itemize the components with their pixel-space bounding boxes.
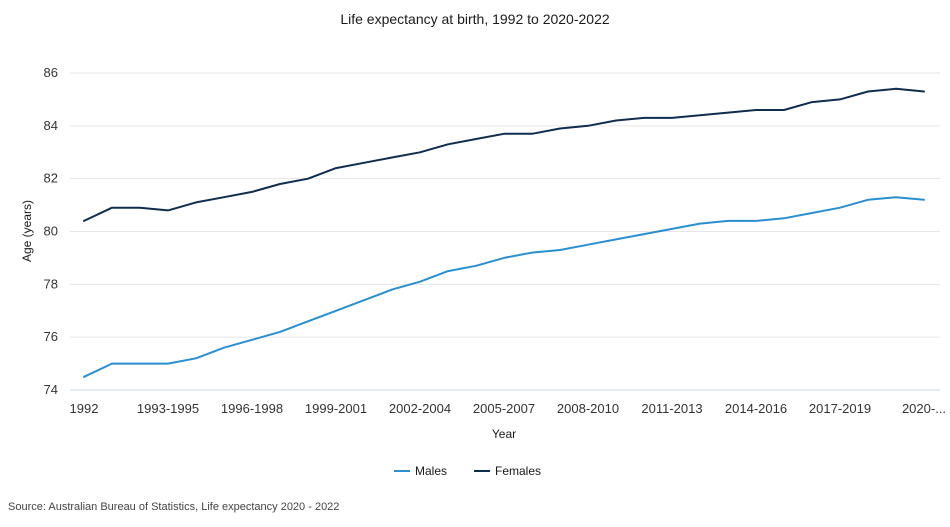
data-point-females[interactable] [614, 118, 619, 123]
data-point-males[interactable] [530, 250, 535, 255]
data-point-males[interactable] [362, 298, 367, 303]
legend-label-males: Males [415, 464, 447, 478]
y-tick-label: 74 [44, 382, 58, 397]
y-tick-label: 84 [44, 118, 58, 133]
data-point-females[interactable] [782, 107, 787, 112]
legend-item-males[interactable]: Males [394, 464, 447, 478]
data-point-females[interactable] [474, 137, 479, 142]
y-tick-label: 78 [44, 276, 58, 291]
data-point-males[interactable] [866, 197, 871, 202]
x-tick-label: 2014-2016 [725, 401, 787, 416]
data-point-males[interactable] [250, 337, 255, 342]
data-point-males[interactable] [558, 247, 563, 252]
data-point-females[interactable] [866, 89, 871, 94]
data-point-females[interactable] [418, 150, 423, 155]
data-point-males[interactable] [138, 361, 143, 366]
data-point-females[interactable] [586, 123, 591, 128]
y-tick-label: 86 [44, 65, 58, 80]
data-point-females[interactable] [362, 160, 367, 165]
data-point-females[interactable] [222, 195, 227, 200]
data-point-males[interactable] [110, 361, 115, 366]
x-tick-label: 2017-2019 [809, 401, 871, 416]
data-point-males[interactable] [418, 279, 423, 284]
data-point-males[interactable] [446, 269, 451, 274]
data-point-females[interactable] [502, 131, 507, 136]
data-point-males[interactable] [222, 345, 227, 350]
data-point-females[interactable] [754, 107, 759, 112]
grid-lines [70, 72, 940, 338]
data-point-males[interactable] [754, 218, 759, 223]
x-tick-label: 1993-1995 [137, 401, 199, 416]
data-point-males[interactable] [586, 242, 591, 247]
y-tick-label: 82 [44, 171, 58, 186]
data-point-females[interactable] [390, 155, 395, 160]
y-tick-label: 80 [44, 224, 58, 239]
data-point-males[interactable] [642, 232, 647, 237]
series-lines [82, 86, 927, 379]
data-point-females[interactable] [838, 97, 843, 102]
data-point-females[interactable] [166, 208, 171, 213]
data-point-males[interactable] [670, 226, 675, 231]
data-point-females[interactable] [922, 89, 927, 94]
data-point-males[interactable] [782, 216, 787, 221]
legend-label-females: Females [495, 464, 541, 478]
data-point-males[interactable] [922, 197, 927, 202]
data-point-males[interactable] [306, 319, 311, 324]
data-point-males[interactable] [166, 361, 171, 366]
data-point-females[interactable] [82, 218, 87, 223]
data-point-males[interactable] [810, 211, 815, 216]
data-point-males[interactable] [726, 218, 731, 223]
x-axis-ticks: 1992 1993-1995 1996-1998 1999-2001 2002-2004… [70, 401, 947, 416]
x-tick-label: 2020-... [902, 401, 946, 416]
data-point-females[interactable] [530, 131, 535, 136]
data-point-females[interactable] [278, 181, 283, 186]
data-point-males[interactable] [474, 263, 479, 268]
data-point-males[interactable] [390, 287, 395, 292]
legend-item-females[interactable]: Females [474, 464, 541, 478]
data-point-females[interactable] [250, 189, 255, 194]
data-point-males[interactable] [82, 374, 87, 379]
data-point-males[interactable] [278, 329, 283, 334]
y-axis-title: Age (years) [20, 200, 34, 262]
data-point-females[interactable] [334, 166, 339, 171]
legend: Males Females [394, 464, 541, 478]
x-axis-title: Year [492, 427, 516, 441]
data-point-females[interactable] [306, 176, 311, 181]
data-point-females[interactable] [194, 200, 199, 205]
data-point-males[interactable] [698, 221, 703, 226]
series-line-males[interactable] [83, 196, 925, 378]
data-point-females[interactable] [726, 110, 731, 115]
y-axis-ticks: 74 76 78 80 82 84 86 [44, 65, 58, 397]
source-note: Source: Australian Bureau of Statistics,… [8, 501, 339, 513]
chart-title: Life expectancy at birth, 1992 to 2020-2… [340, 11, 610, 27]
series-line-females[interactable] [83, 87, 925, 222]
data-point-males[interactable] [838, 205, 843, 210]
x-tick-label: 2008-2010 [557, 401, 619, 416]
data-point-females[interactable] [558, 126, 563, 131]
y-tick-label: 76 [44, 329, 58, 344]
data-point-females[interactable] [642, 115, 647, 120]
data-point-males[interactable] [894, 195, 899, 200]
data-point-females[interactable] [810, 100, 815, 105]
x-tick-label: 1999-2001 [305, 401, 367, 416]
x-tick-label: 2002-2004 [389, 401, 451, 416]
data-point-females[interactable] [894, 86, 899, 91]
data-point-males[interactable] [502, 255, 507, 260]
x-tick-label: 2005-2007 [473, 401, 535, 416]
x-tick-label: 1996-1998 [221, 401, 283, 416]
data-point-males[interactable] [614, 237, 619, 242]
data-point-females[interactable] [110, 205, 115, 210]
data-point-males[interactable] [334, 308, 339, 313]
data-point-females[interactable] [138, 205, 143, 210]
data-point-females[interactable] [446, 142, 451, 147]
data-point-males[interactable] [194, 356, 199, 361]
data-point-females[interactable] [670, 115, 675, 120]
x-tick-label: 2011-2013 [641, 401, 702, 416]
x-tick-label: 1992 [70, 401, 99, 416]
data-point-females[interactable] [698, 113, 703, 118]
